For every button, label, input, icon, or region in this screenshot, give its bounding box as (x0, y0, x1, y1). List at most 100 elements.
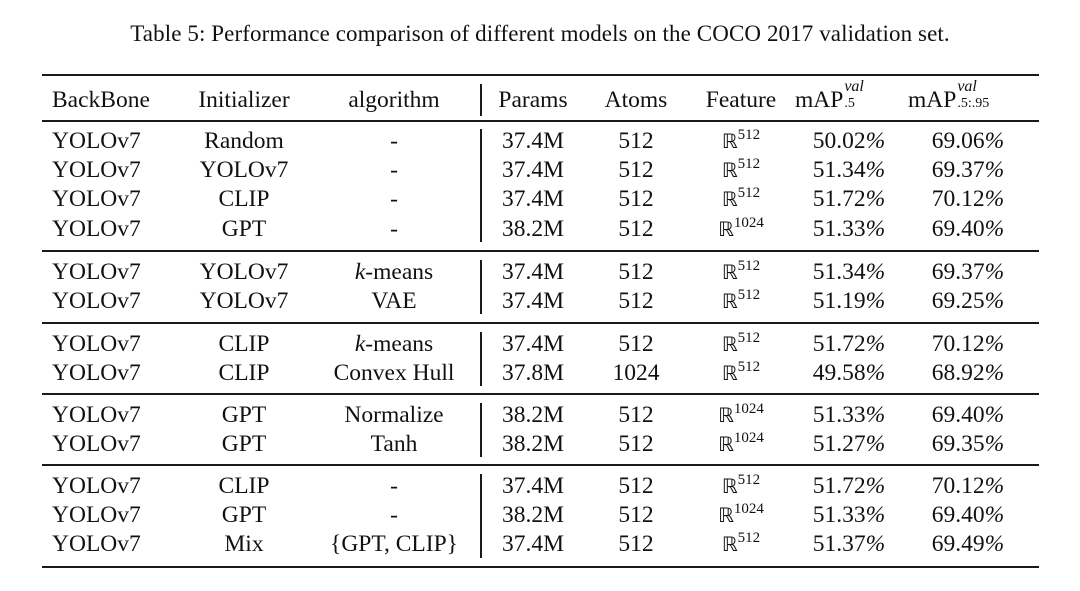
header-map50: mAP val .5 (795, 78, 864, 113)
cell-algorithm: Tanh (370, 431, 418, 458)
bottom-rule (42, 566, 1039, 568)
cell-algorithm: k-means (354, 331, 434, 357)
cell-initializer: GPT (221, 402, 267, 428)
cell-initializer: YOLOv7 (199, 259, 289, 285)
cell-map5095: 69.40% (931, 402, 1005, 428)
cell-algorithm: - (390, 502, 398, 529)
cell-initializer: CLIP (218, 473, 270, 499)
cell-feature: ℝ512 (722, 359, 760, 387)
column-separator (480, 84, 482, 116)
header-backbone: BackBone (52, 87, 150, 113)
feature-dimension: 512 (737, 330, 761, 346)
cell-backbone: YOLOv7 (52, 402, 141, 428)
cell-initializer: CLIP (218, 331, 270, 357)
superscript: val (844, 78, 864, 95)
cell-algorithm: - (390, 186, 398, 213)
cell-algorithm: - (390, 215, 398, 242)
cell-map50: 51.72% (812, 186, 886, 213)
cell-params: 37.4M (501, 128, 565, 154)
feature-dimension: 512 (737, 287, 761, 304)
table-caption: Table 5: Performance comparison of diffe… (130, 21, 950, 46)
feature-dimension: 1024 (733, 401, 764, 417)
cell-initializer: Mix (224, 531, 264, 558)
cell-map50: 49.58% (812, 360, 886, 387)
cell-algorithm: Convex Hull (333, 360, 455, 387)
cell-params: 37.4M (501, 186, 565, 213)
cell-atoms: 1024 (612, 360, 660, 387)
cell-feature: ℝ512 (722, 156, 760, 184)
cell-backbone: YOLOv7 (52, 259, 141, 285)
real-number-symbol: ℝ (721, 361, 738, 386)
cell-backbone: YOLOv7 (52, 288, 141, 315)
cell-backbone: YOLOv7 (52, 128, 141, 154)
cell-params: 37.4M (501, 259, 565, 285)
cell-backbone: YOLOv7 (52, 331, 141, 357)
cell-feature: ℝ512 (722, 530, 760, 558)
column-separator (480, 260, 482, 315)
feature-dimension: 512 (737, 359, 761, 376)
cell-params: 37.8M (501, 360, 565, 387)
cell-atoms: 512 (618, 186, 654, 213)
cell-map50: 51.34% (812, 259, 886, 285)
cell-feature: ℝ512 (722, 472, 760, 500)
cell-algorithm: Normalize (344, 402, 444, 428)
cell-params: 37.4M (501, 288, 565, 315)
cell-map50: 51.72% (812, 331, 886, 357)
subscript: .5:.95 (957, 96, 990, 111)
cell-feature: ℝ1024 (718, 401, 764, 429)
cell-feature: ℝ1024 (718, 501, 764, 529)
cell-params: 38.2M (501, 402, 565, 428)
cell-map5095: 69.06% (931, 128, 1005, 154)
cell-feature: ℝ1024 (718, 215, 764, 243)
feature-dimension: 512 (737, 156, 761, 173)
header-atoms: Atoms (604, 87, 668, 113)
real-number-symbol: ℝ (718, 432, 734, 457)
cell-algorithm: VAE (371, 288, 417, 315)
cell-params: 38.2M (501, 502, 565, 529)
cell-atoms: 512 (618, 331, 654, 357)
cell-initializer: GPT (221, 215, 267, 242)
cell-map50: 50.02% (812, 128, 886, 154)
cell-map5095: 69.49% (931, 531, 1005, 558)
feature-dimension: 512 (737, 530, 761, 547)
cell-map50: 51.33% (812, 215, 886, 242)
cell-atoms: 512 (618, 473, 654, 499)
cell-atoms: 512 (618, 431, 654, 458)
cell-map50: 51.19% (812, 288, 886, 315)
cell-params: 37.4M (501, 531, 565, 558)
feature-dimension: 1024 (733, 430, 764, 447)
real-number-symbol: ℝ (721, 187, 738, 212)
cell-atoms: 512 (618, 259, 654, 285)
cell-feature: ℝ512 (722, 330, 760, 358)
cell-map5095: 68.92% (931, 360, 1005, 387)
cell-algorithm: - (390, 128, 398, 154)
cell-initializer: CLIP (218, 186, 270, 213)
cell-algorithm: k-means (354, 259, 434, 285)
cell-algorithm: - (390, 473, 398, 499)
header-initializer: Initializer (198, 87, 290, 113)
column-separator (480, 332, 482, 387)
cell-backbone: YOLOv7 (52, 431, 141, 458)
group-rule (42, 464, 1039, 466)
cell-backbone: YOLOv7 (52, 473, 141, 499)
real-number-symbol: ℝ (718, 216, 734, 241)
cell-map50: 51.37% (812, 531, 886, 558)
feature-dimension: 512 (737, 127, 761, 143)
cell-params: 38.2M (501, 431, 565, 458)
cell-feature: ℝ512 (722, 287, 760, 315)
group-rule (42, 250, 1039, 252)
feature-dimension: 512 (737, 258, 761, 274)
group-rule (42, 322, 1039, 324)
cell-atoms: 512 (618, 157, 654, 184)
cell-map5095: 69.40% (931, 502, 1005, 529)
cell-params: 37.4M (501, 157, 565, 184)
real-number-symbol: ℝ (721, 129, 738, 153)
real-number-symbol: ℝ (721, 158, 738, 183)
cell-initializer: Random (204, 128, 284, 154)
cell-feature: ℝ512 (722, 258, 760, 286)
real-number-symbol: ℝ (718, 503, 734, 528)
cell-map50: 51.27% (812, 431, 886, 458)
cell-map5095: 70.12% (931, 186, 1005, 213)
cell-map5095: 69.35% (931, 431, 1005, 458)
cell-backbone: YOLOv7 (52, 531, 141, 558)
